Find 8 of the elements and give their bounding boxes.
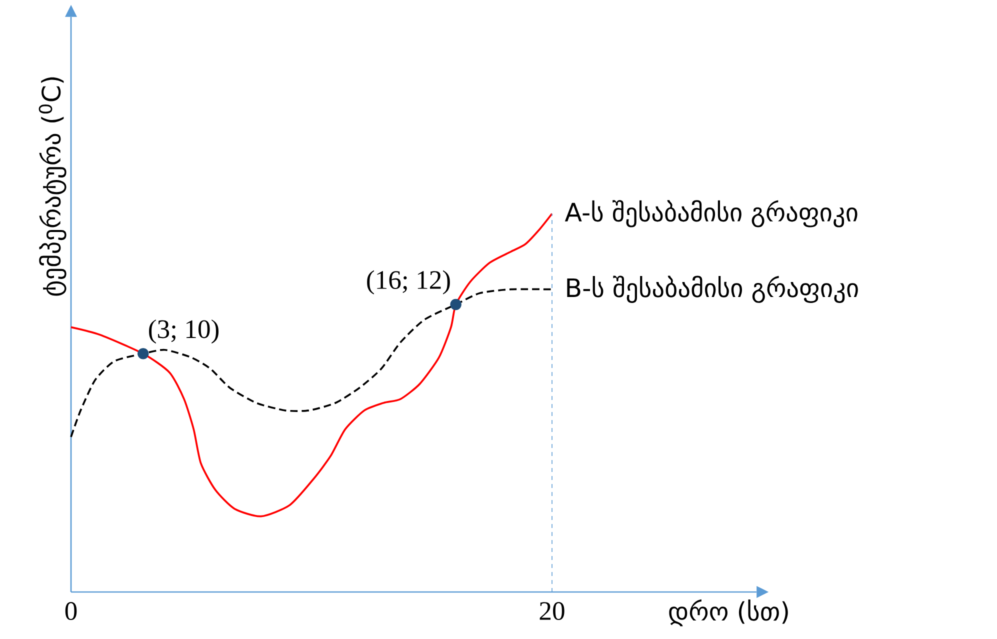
x-tick-label: 20 <box>540 602 564 620</box>
x-axis-title: დრო (სთ) <box>669 599 788 626</box>
y-axis-title: ტემპერატურა ($^{0}$C) <box>38 77 66 296</box>
x-tick-label: 0 <box>65 602 77 620</box>
series-label: B-ს შესაბამისი გრაფიკი <box>567 276 858 303</box>
annotation: (16; 12) <box>367 270 450 294</box>
annotation: (3; 10) <box>149 319 219 344</box>
series-label: A-ს შესაბამისი გრაფიკი <box>564 200 858 228</box>
